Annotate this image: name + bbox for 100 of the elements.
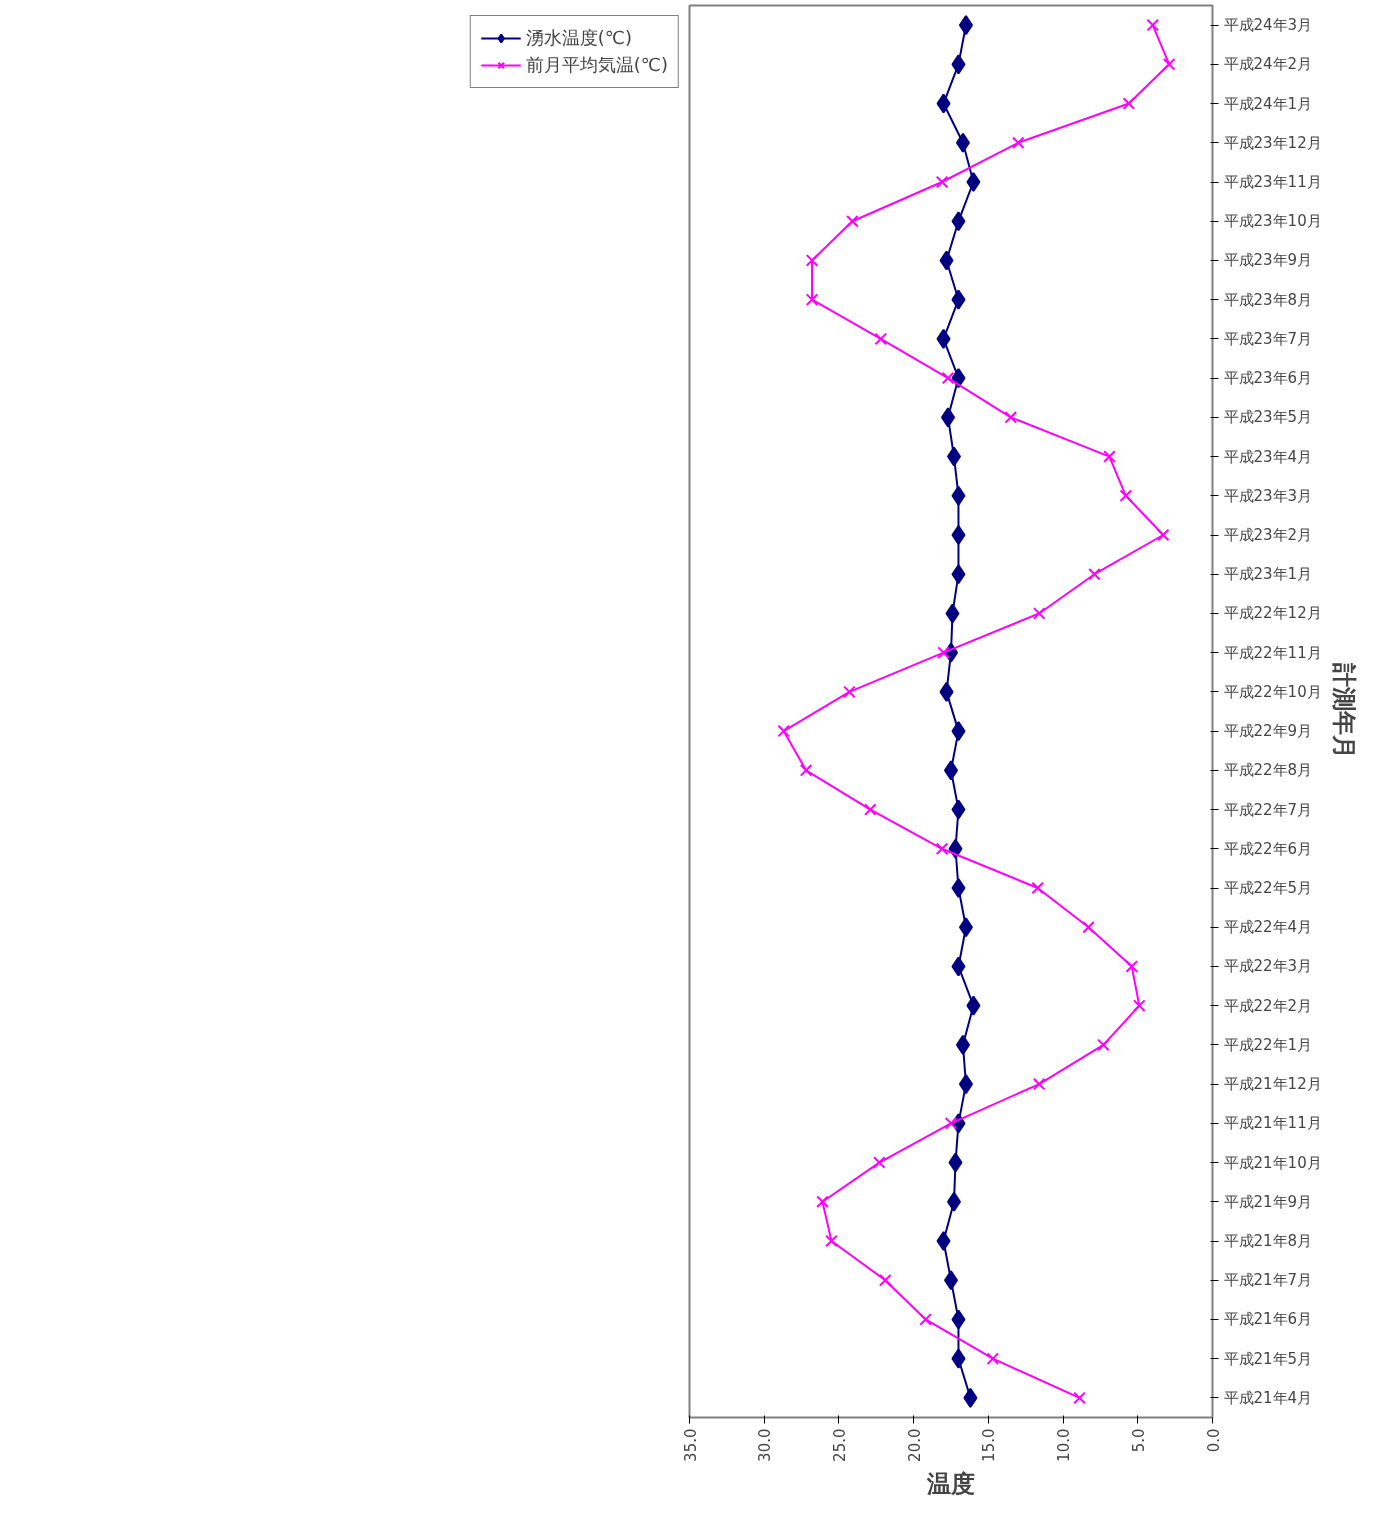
- point: [958, 917, 973, 938]
- point: [944, 1117, 958, 1130]
- point: [1088, 567, 1101, 581]
- x-tick-label: 5.0: [1129, 1428, 1148, 1453]
- point: [935, 842, 949, 856]
- y-tick-label: 平成23年9月: [1223, 251, 1313, 270]
- y-tick-label: 平成23年3月: [1223, 486, 1313, 505]
- point: [936, 93, 951, 114]
- y-tick-label: 平成22年12月: [1223, 604, 1322, 623]
- y-tick-label: 平成24年3月: [1223, 16, 1313, 35]
- point: [941, 407, 956, 428]
- y-tick-label: 平成23年6月: [1223, 369, 1313, 388]
- point: [1125, 960, 1139, 973]
- legend-label: 前月平均気温(℃): [525, 53, 668, 77]
- point: [951, 799, 966, 820]
- y-tick-label: 平成23年12月: [1223, 133, 1322, 152]
- point: [1073, 1391, 1086, 1405]
- point: [919, 1313, 932, 1326]
- point: [955, 132, 970, 153]
- y-tick-label: 平成22年1月: [1223, 1035, 1313, 1054]
- point: [951, 211, 966, 232]
- point: [966, 172, 981, 192]
- point: [946, 1191, 961, 1212]
- y-tick-label: 平成23年8月: [1223, 290, 1313, 309]
- point: [1031, 881, 1044, 895]
- point: [805, 293, 819, 306]
- y-tick-label: 平成22年7月: [1223, 800, 1313, 819]
- x-tick-label: 20.0: [905, 1428, 924, 1462]
- y-tick-label: 平成21年8月: [1223, 1232, 1313, 1250]
- y-tick-label: 平成23年7月: [1223, 329, 1313, 348]
- point: [1162, 58, 1176, 71]
- y-tick-label: 平成23年2月: [1223, 526, 1313, 544]
- point: [1146, 18, 1160, 32]
- point: [864, 803, 877, 816]
- point: [936, 1231, 951, 1251]
- y-tick-label: 平成21年4月: [1223, 1388, 1313, 1407]
- y-tick-label: 平成24年1月: [1223, 94, 1313, 113]
- x-tick-label: 15.0: [980, 1428, 999, 1462]
- point: [951, 878, 966, 898]
- x-tick-label: 0.0: [1204, 1428, 1223, 1453]
- y-tick-label: 平成22年4月: [1223, 918, 1313, 937]
- point: [872, 1156, 886, 1169]
- point: [951, 289, 966, 310]
- point: [955, 1034, 970, 1055]
- point: [874, 332, 888, 346]
- x-tick-label: 10.0: [1055, 1428, 1074, 1462]
- y-tick-label: 平成24年2月: [1223, 55, 1313, 74]
- point: [1097, 1038, 1110, 1052]
- y-axis-title: 計測年月: [1329, 662, 1358, 760]
- point: [1132, 999, 1146, 1012]
- y-tick-label: 平成22年6月: [1223, 839, 1313, 858]
- y-tick-label: 平成22年5月: [1223, 879, 1313, 897]
- y-tick-label: 平成22年11月: [1223, 643, 1322, 662]
- y-tick-label: 平成22年3月: [1223, 957, 1313, 976]
- point: [816, 1195, 829, 1209]
- point: [1032, 1077, 1046, 1091]
- point: [777, 724, 790, 738]
- y-tick-label: 平成21年11月: [1223, 1114, 1322, 1133]
- point: [1032, 607, 1046, 620]
- y-tick-label: 平成23年1月: [1223, 565, 1313, 584]
- point: [878, 1273, 892, 1287]
- y-tick-label: 平成21年12月: [1223, 1075, 1322, 1094]
- point: [951, 525, 966, 545]
- point: [1103, 450, 1116, 463]
- point: [951, 1348, 966, 1369]
- point: [939, 681, 954, 702]
- point: [936, 328, 951, 349]
- x-tick-label: 25.0: [830, 1428, 849, 1462]
- point: [948, 1152, 963, 1173]
- y-tick-label: 平成22年9月: [1223, 722, 1313, 741]
- y-tick-label: 平成21年5月: [1223, 1349, 1313, 1368]
- point: [958, 15, 973, 36]
- point: [958, 1074, 973, 1095]
- point: [799, 764, 813, 777]
- point: [986, 1352, 1000, 1365]
- point: [941, 371, 955, 385]
- point: [937, 646, 950, 659]
- y-tick-label: 平成23年4月: [1223, 447, 1313, 466]
- point: [1119, 489, 1133, 503]
- point: [1082, 920, 1095, 934]
- point: [951, 564, 966, 585]
- point: [1156, 528, 1170, 542]
- y-tick-label: 平成22年2月: [1223, 996, 1313, 1015]
- y-tick-label: 平成23年11月: [1223, 173, 1322, 191]
- point: [1122, 97, 1136, 110]
- point: [939, 250, 954, 271]
- point: [951, 721, 966, 742]
- point: [825, 1234, 838, 1248]
- x-tick-label: 30.0: [756, 1428, 775, 1462]
- y-tick-label: 平成22年8月: [1223, 761, 1313, 780]
- point: [951, 956, 966, 977]
- point: [951, 54, 966, 75]
- point: [966, 995, 981, 1016]
- point: [846, 214, 859, 228]
- x-axis-title: 温度: [926, 1469, 975, 1498]
- point: [945, 603, 960, 624]
- y-tick-label: 平成23年10月: [1223, 212, 1322, 231]
- point: [946, 446, 961, 467]
- y-tick-label: 平成23年5月: [1223, 408, 1313, 427]
- legend-label: 湧水温度(℃): [525, 26, 632, 50]
